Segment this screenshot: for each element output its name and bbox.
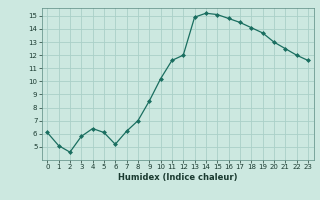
X-axis label: Humidex (Indice chaleur): Humidex (Indice chaleur) [118,173,237,182]
